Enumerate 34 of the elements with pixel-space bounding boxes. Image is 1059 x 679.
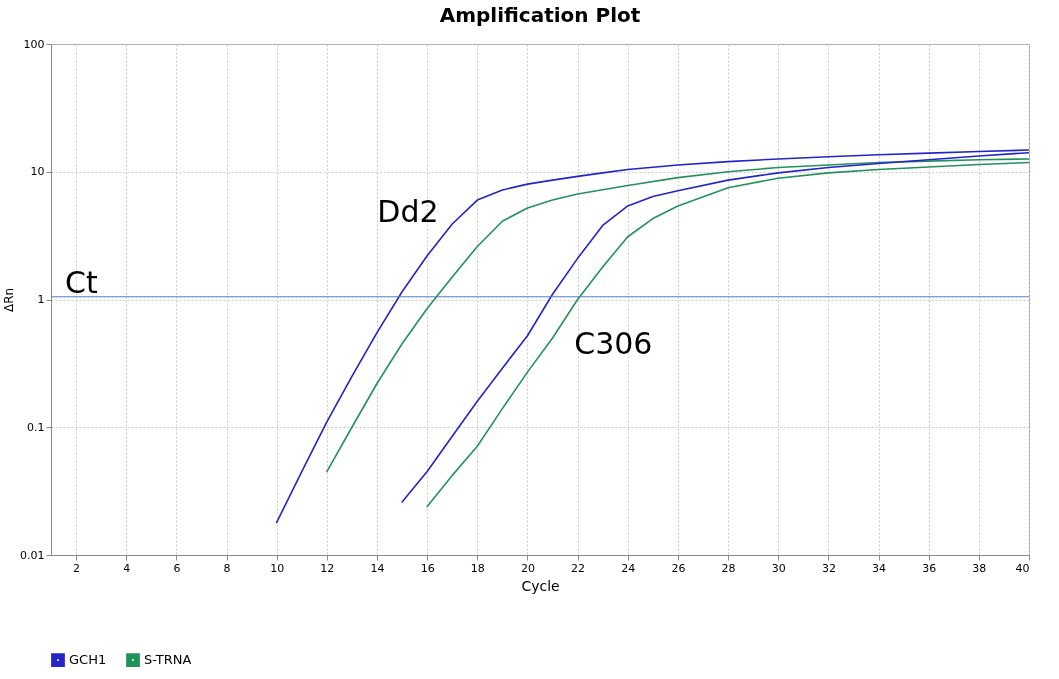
x-tick-label: 18	[470, 561, 485, 575]
x-tick-label: 36	[922, 561, 937, 575]
x-tick-label: 22	[571, 561, 586, 575]
legend-label: S-TRNA	[144, 652, 192, 668]
x-tick-label: 34	[872, 561, 887, 575]
x-tick-label: 8	[223, 561, 231, 575]
x-tick-label: 40	[1015, 561, 1030, 575]
chart-title: Amplification Plot	[439, 3, 641, 27]
x-tick-label: 14	[370, 561, 385, 575]
x-tick-label: 20	[520, 561, 535, 575]
ref-line-label: Ct	[65, 264, 98, 300]
x-tick-label: 32	[821, 561, 836, 575]
x-tick-label: 24	[621, 561, 636, 575]
y-tick-label: 0.1	[27, 420, 45, 434]
x-tick-label: 28	[721, 561, 736, 575]
y-tick-label: 1	[37, 293, 45, 306]
x-tick-label: 26	[671, 561, 686, 575]
line-series	[326, 158, 1029, 473]
x-tick-label: 6	[173, 561, 181, 575]
y-tick-label: 10	[30, 165, 45, 179]
annotation: C306	[574, 326, 653, 362]
y-axis-title: ΔRn	[2, 287, 17, 313]
x-tick-label: 2	[73, 561, 81, 575]
x-tick-label: 4	[123, 561, 131, 575]
y-tick-label: 100	[23, 37, 45, 51]
y-tick-label: 0.01	[20, 548, 45, 562]
x-tick-label: 30	[771, 561, 786, 575]
legend-label: GCH1	[69, 652, 107, 668]
x-tick-label: 38	[972, 561, 987, 575]
x-tick-label: 16	[420, 561, 435, 575]
x-tick-label: 12	[320, 561, 335, 575]
x-tick-label: 10	[270, 561, 285, 575]
annotation: Dd2	[377, 193, 439, 229]
x-axis-title: Cycle	[521, 577, 560, 594]
